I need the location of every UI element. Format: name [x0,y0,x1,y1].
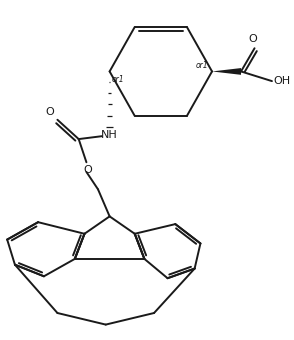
Text: or1: or1 [111,75,124,84]
Text: O: O [248,34,257,45]
Text: O: O [83,165,92,175]
Text: or1: or1 [196,61,208,69]
Text: NH: NH [101,130,118,140]
Text: OH: OH [274,76,291,86]
Text: O: O [46,107,54,117]
Polygon shape [212,68,241,75]
